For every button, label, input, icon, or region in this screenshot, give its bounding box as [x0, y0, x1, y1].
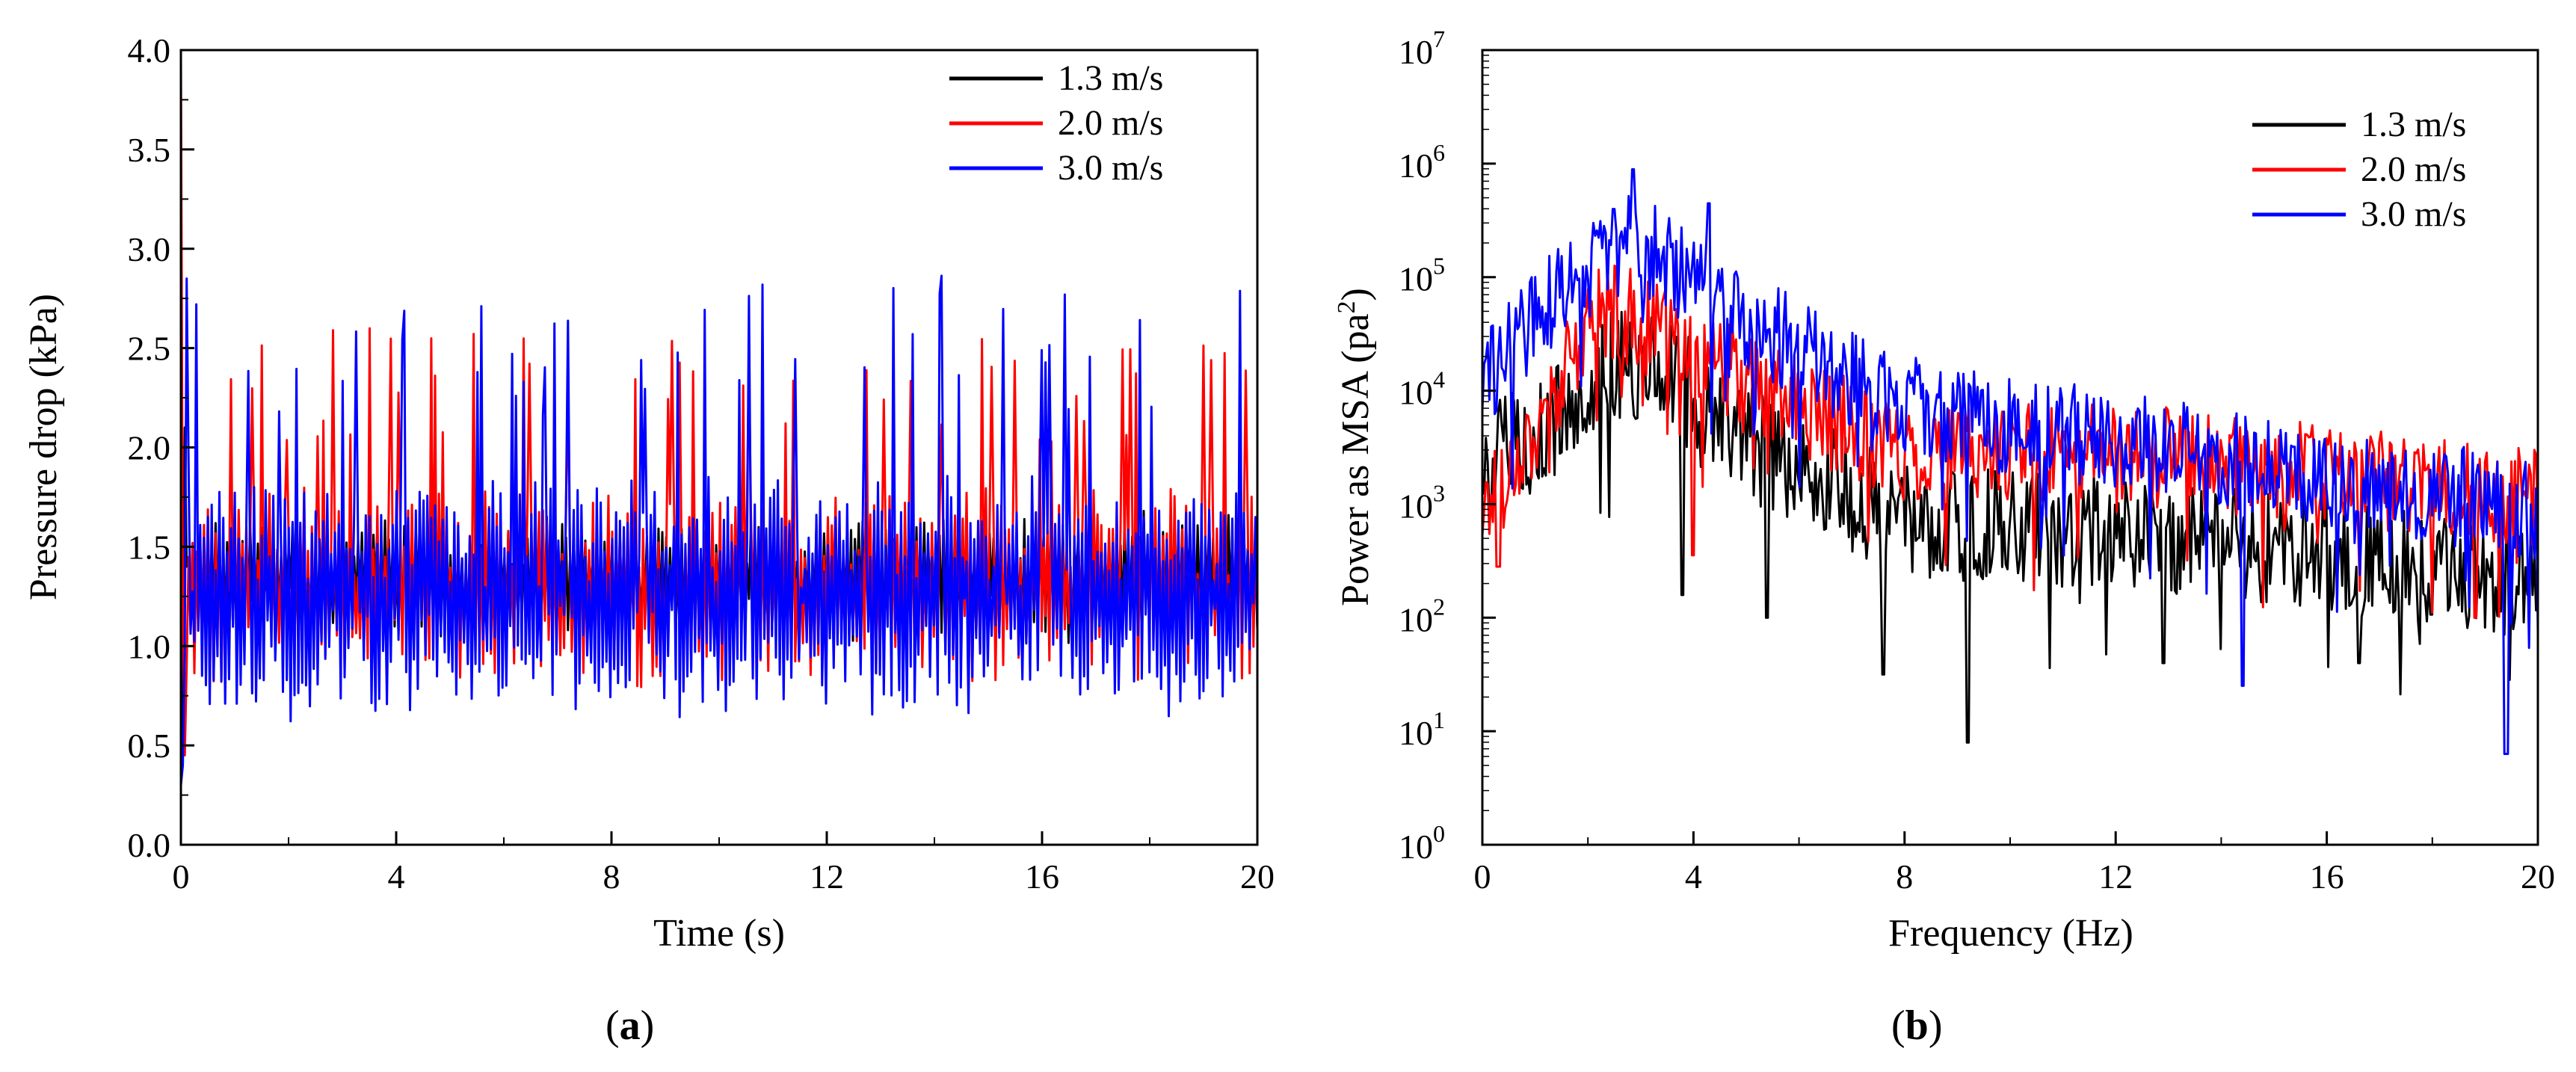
panel-a-legend-label: 2.0 m/s: [1058, 103, 1163, 143]
panel-b-label-close: ): [1929, 1002, 1943, 1049]
panel-b-x-tick-label: 20: [2521, 857, 2555, 896]
panel-b-legend: 1.3 m/s 2.0 m/s 3.0 m/s: [2252, 105, 2466, 234]
panel-b-y-tick-label: 104: [1399, 366, 1445, 412]
panel-b-legend-label: 1.3 m/s: [2361, 105, 2466, 144]
panel-a-x-tick-label: 4: [388, 857, 405, 896]
panel-b-x-tick-label: 8: [1896, 857, 1913, 896]
panel-a-y-tick-label: 3.5: [128, 131, 171, 169]
panel-a-x-tick-label: 8: [603, 857, 620, 896]
panel-a-label: (a): [606, 1002, 654, 1049]
panel-b-y-tick-label: 105: [1399, 253, 1445, 298]
panel-b-y-tick-label: 106: [1399, 139, 1445, 185]
panel-b-x-tick-label: 12: [2098, 857, 2133, 896]
panel-b-y-tick-label: 102: [1399, 593, 1445, 638]
panel-b-y-axis-title-sup: 2: [1333, 301, 1361, 313]
panel-b-label-open: (: [1891, 1002, 1905, 1049]
panel-b-y-tick-label: 103: [1399, 479, 1445, 525]
panel-a-y-tick-label: 1.0: [128, 627, 171, 665]
panel-a-y-tick-label: 2.0: [128, 429, 171, 467]
panel-a-x-tick-label: 20: [1240, 857, 1275, 896]
panel-b-label: (b): [1891, 1002, 1942, 1049]
panel-a-y-tick-label: 4.0: [128, 31, 171, 70]
panel-a-y-tick-label: 0.5: [128, 727, 171, 765]
panel-b-x-tick-label: 4: [1685, 857, 1702, 896]
panel-a-series-layer: [179, 60, 1259, 786]
panel-b-label-letter: b: [1905, 1002, 1929, 1049]
panel-b-y-axis-title-end: ): [1334, 288, 1377, 301]
panel-a-label-close: ): [641, 1002, 655, 1049]
panel-b-series-layer: [1481, 168, 2539, 755]
panel-b-series-line-2: [1481, 264, 2539, 619]
panel-b-y-tick-label: 107: [1399, 25, 1445, 71]
panel-a-y-tick-label: 3.0: [128, 230, 171, 268]
panel-b-legend-label: 2.0 m/s: [2361, 150, 2466, 189]
panel-a-x-tick-label: 12: [810, 857, 844, 896]
panel-a-chart: 0 4 8 12 16 20 0.0 0.5 1.0 1.5 2.0 2.5 3.0 3.5 4.0 1.3…: [22, 31, 1275, 1049]
panel-b-x-tick-label: 16: [2310, 857, 2344, 896]
panel-a-x-tick-label: 16: [1025, 857, 1059, 896]
panel-b-series-line-3: [1481, 168, 2539, 755]
panel-b-x-axis-title: Frequency (Hz): [1888, 912, 2133, 955]
panel-a-y-tick-label: 0.0: [128, 826, 171, 864]
panel-b-x-tick-label: 0: [1474, 857, 1491, 896]
panel-b-legend-label: 3.0 m/s: [2361, 194, 2466, 234]
panel-a-legend: 1.3 m/s 2.0 m/s 3.0 m/s: [949, 58, 1163, 188]
panel-a-ticks: 0 4 8 12 16 20 0.0 0.5 1.0 1.5 2.0 2.5 3.0 3.5 4.0: [128, 31, 1275, 896]
panel-a-label-open: (: [606, 1002, 620, 1049]
panel-a-legend-label: 3.0 m/s: [1058, 148, 1163, 188]
panel-a-y-tick-label: 1.5: [128, 528, 171, 566]
panel-a-legend-label: 1.3 m/s: [1058, 58, 1163, 98]
panel-a-y-tick-label: 2.5: [128, 330, 171, 368]
panel-a-label-letter: a: [620, 1002, 641, 1049]
panel-a-x-tick-label: 0: [173, 857, 190, 896]
panel-b-chart: 0 4 8 12 16 20 100 101 102 103 104 105 106 107 1.3 m/…: [1333, 25, 2556, 1049]
panel-b-y-tick-label: 101: [1399, 706, 1445, 752]
panel-a-series-line-3: [179, 274, 1259, 786]
panel-a-x-axis-title: Time (s): [653, 912, 785, 955]
panel-a-y-axis-title: Pressure drop (kPa): [22, 294, 65, 600]
panel-b-y-axis-title: Power as MSA (pa2): [1333, 288, 1378, 606]
panel-b-series-line-1: [1481, 310, 2539, 744]
panel-b-ticks: 0 4 8 12 16 20 100 101 102 103 104 105 106 107: [1399, 25, 2555, 896]
panel-b-y-tick-label: 100: [1399, 820, 1445, 866]
panel-b-y-axis-title-main: Power as MSA (pa: [1334, 313, 1377, 606]
